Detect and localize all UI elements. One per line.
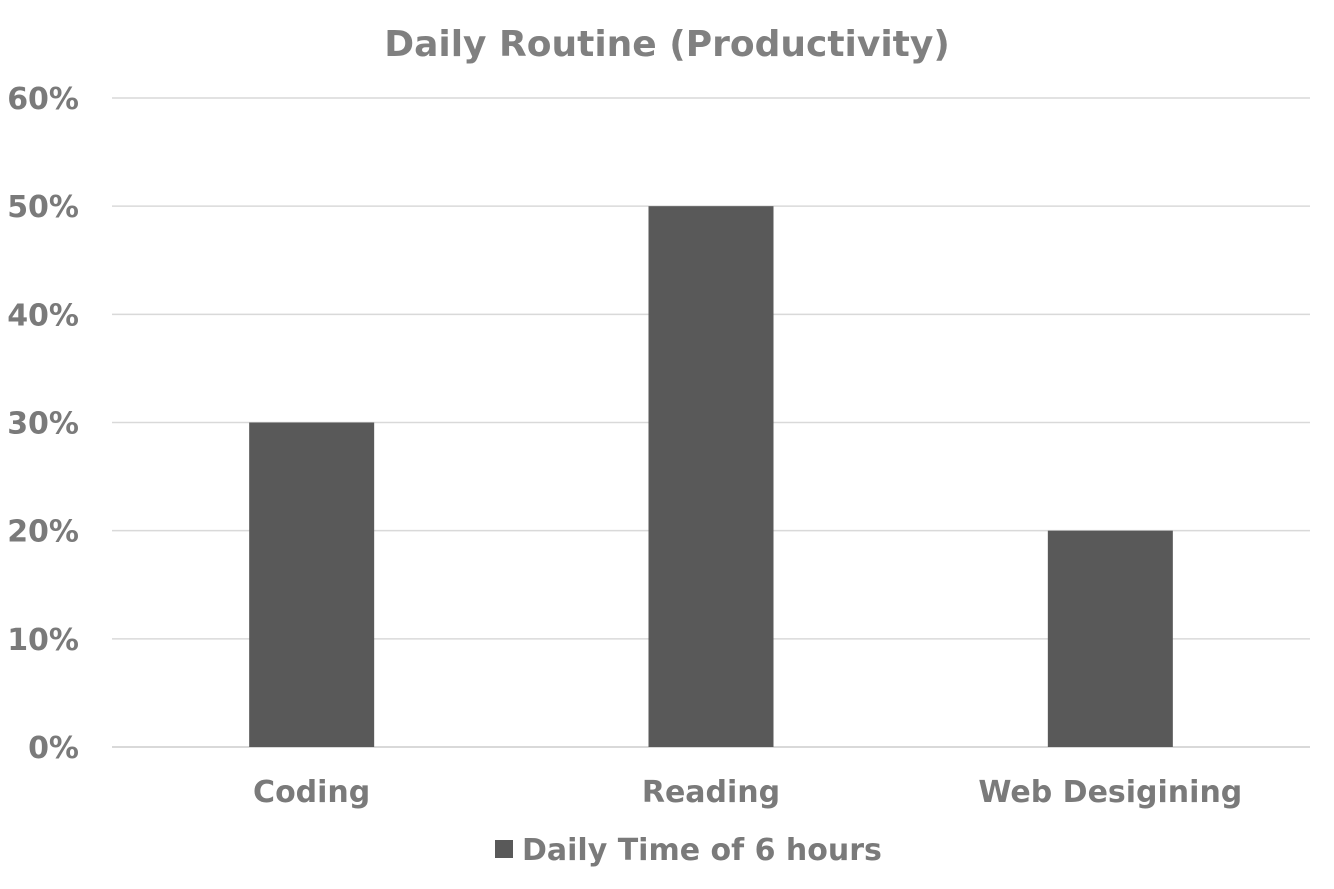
x-category-label: Coding xyxy=(253,775,370,810)
y-tick-label: 0% xyxy=(28,731,79,766)
legend-label: Daily Time of 6 hours xyxy=(522,833,882,868)
y-tick-label: 40% xyxy=(7,298,79,333)
bar xyxy=(648,206,774,747)
chart-title: Daily Routine (Productivity) xyxy=(384,24,950,65)
y-tick-label: 60% xyxy=(7,82,79,117)
y-axis-tick-labels: 0% 10% 20% 30% 40% 50% 60% xyxy=(7,82,79,766)
y-tick-label: 20% xyxy=(7,515,79,550)
x-category-label: Reading xyxy=(642,775,780,810)
bar xyxy=(1047,530,1173,747)
bars xyxy=(249,206,1173,747)
y-tick-label: 50% xyxy=(7,190,79,225)
legend-swatch xyxy=(495,840,513,858)
x-axis-category-labels: Coding Reading Web Desigining xyxy=(253,775,1242,810)
bar xyxy=(249,422,375,747)
y-tick-label: 30% xyxy=(7,407,79,442)
x-category-label: Web Desigining xyxy=(978,775,1242,810)
y-tick-label: 10% xyxy=(7,623,79,658)
legend: Daily Time of 6 hours xyxy=(495,833,882,868)
